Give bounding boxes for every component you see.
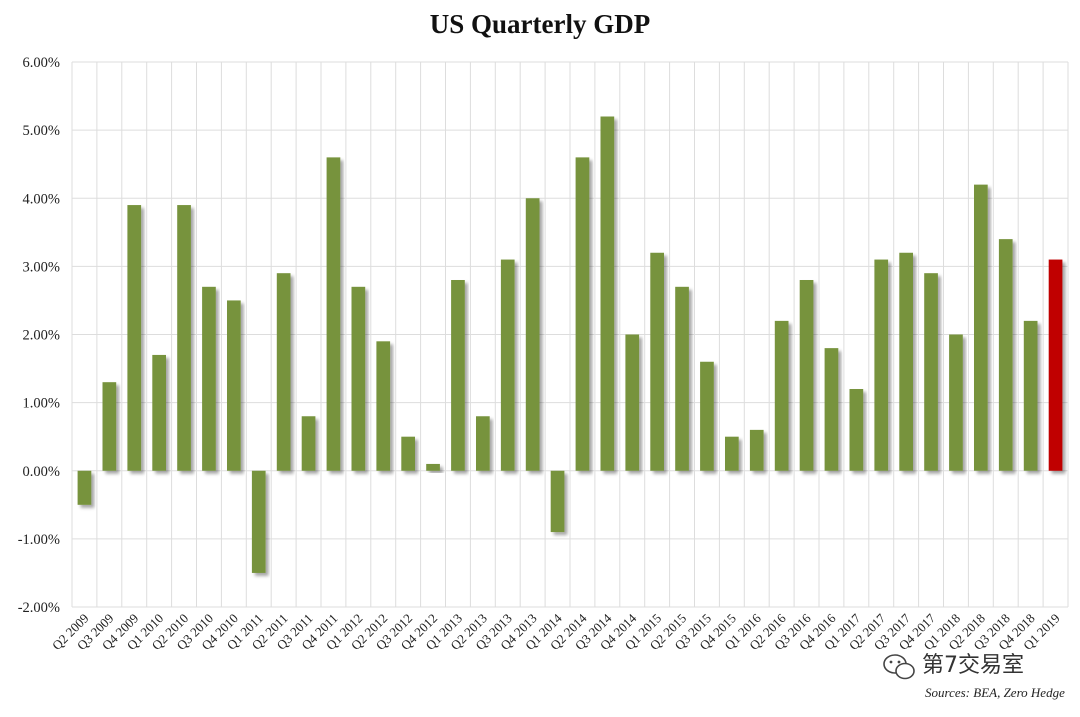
bar-q3-2011 [301, 416, 316, 471]
watermark-text: 第7交易室 [922, 653, 1024, 678]
y-tick-label: 1.00% [23, 396, 60, 412]
bar-q1-2019 [1048, 259, 1063, 471]
y-tick-label: 0.00% [23, 464, 60, 480]
y-tick-label: 5.00% [23, 123, 60, 139]
bar-q2-2009 [77, 470, 92, 505]
bar-q4-2016 [824, 348, 839, 471]
bars [77, 116, 1063, 573]
bar-q2-2018 [974, 184, 988, 471]
chart-title: US Quarterly GDP [430, 9, 650, 39]
bar-q4-2010 [227, 300, 241, 471]
y-tick-label: -1.00% [18, 532, 60, 548]
bar-q3-2013 [500, 259, 515, 471]
bar-q3-2012 [401, 436, 415, 471]
y-tick-label: 4.00% [23, 191, 60, 207]
bar-q3-2018 [998, 239, 1013, 471]
bar-q2-2016 [774, 320, 789, 471]
bar-q3-2017 [899, 252, 913, 471]
watermark: 第7交易室 [883, 653, 1024, 680]
bar-q1-2010 [152, 354, 166, 471]
bar-q1-2016 [749, 429, 764, 471]
bar-q3-2014 [600, 116, 615, 471]
bar-q1-2014 [550, 470, 565, 533]
bar-q3-2009 [102, 382, 117, 471]
bar-q4-2013 [525, 198, 540, 471]
bar-q1-2013 [451, 280, 465, 471]
bar-q4-2014 [625, 334, 640, 471]
bar-q4-2017 [924, 273, 938, 471]
y-tick-label: 2.00% [23, 328, 60, 344]
bar-q1-2017 [849, 389, 864, 471]
grid [71, 61, 1069, 608]
y-tick-label: 3.00% [23, 259, 60, 275]
y-tick-label: -2.00% [18, 600, 60, 616]
bar-q2-2010 [177, 205, 191, 471]
bar-q3-2016 [799, 280, 814, 471]
bar-q4-2018 [1023, 320, 1038, 471]
bar-q3-2010 [202, 286, 216, 471]
bar-q1-2015 [650, 252, 664, 471]
bar-q2-2015 [675, 286, 689, 471]
bar-q1-2011 [251, 470, 266, 573]
bar-q1-2018 [949, 334, 963, 471]
y-axis: 6.00% 5.00% 4.00% 3.00% 2.00% 1.00% 0.00% -1.00… [18, 55, 60, 616]
wechat-icon [883, 654, 915, 680]
bar-q4-2015 [725, 436, 739, 471]
bar-q4-2009 [127, 205, 142, 471]
bar-q4-2012 [426, 463, 440, 471]
bar-q4-2011 [326, 157, 341, 471]
bar-q2-2014 [575, 157, 590, 471]
y-tick-label: 6.00% [23, 55, 60, 71]
source-note: Sources: BEA, Zero Hedge [925, 685, 1065, 700]
bar-q3-2015 [700, 361, 714, 471]
bar-q2-2011 [276, 273, 291, 471]
bar-q2-2017 [874, 259, 889, 471]
bar-q2-2013 [476, 416, 490, 471]
bar-q1-2012 [351, 286, 366, 471]
bar-q2-2012 [376, 341, 391, 471]
